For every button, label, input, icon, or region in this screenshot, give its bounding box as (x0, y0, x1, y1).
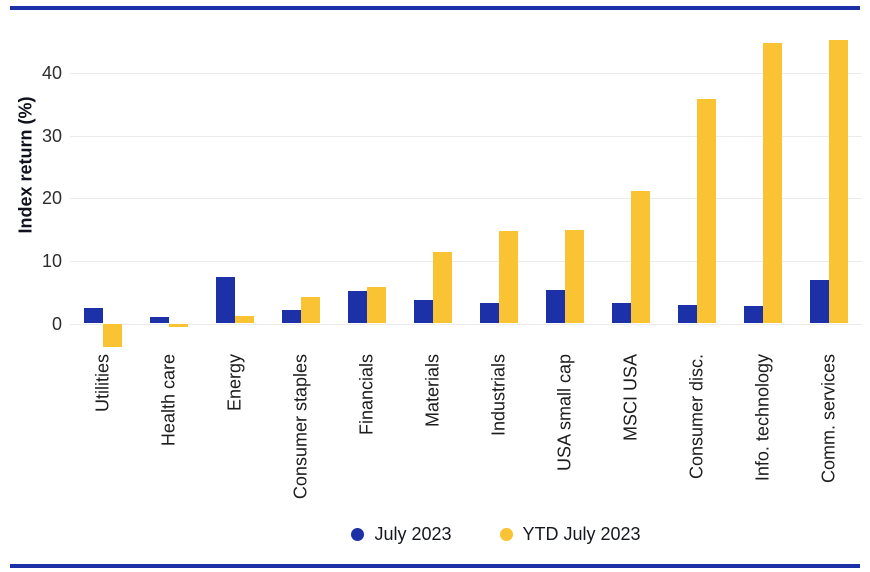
bar-ytd-july-2023-msci-usa (631, 190, 650, 324)
category-label-text: Comm. services (818, 354, 839, 484)
y-tick-label-10: 10 (41, 250, 62, 271)
gridline-20 (70, 198, 862, 200)
legend-label: YTD July 2023 (522, 523, 641, 544)
bar-july-2023-consumer-staples (282, 310, 301, 324)
bar-july-2023-consumer-disc- (678, 304, 697, 324)
gridline-10 (70, 260, 862, 262)
bar-july-2023-financials (348, 290, 367, 324)
legend-swatch-icon (499, 527, 513, 541)
y-tick-label-20: 20 (41, 188, 62, 209)
category-label-text: USA small cap (554, 354, 575, 472)
y-tick-label-30: 30 (41, 125, 62, 146)
y-tick-label-0: 0 (51, 313, 62, 334)
category-label-text: Consumer staples (290, 354, 311, 500)
gridline-40 (70, 73, 862, 75)
bar-july-2023-energy (216, 277, 235, 324)
bar-july-2023-comm-services (810, 280, 829, 324)
bar-july-2023-materials (414, 300, 433, 324)
bar-ytd-july-2023-energy (235, 315, 254, 324)
category-label-text: Industrials (488, 354, 509, 437)
bar-ytd-july-2023-health-care (169, 323, 188, 327)
category-label-text: Energy (224, 354, 245, 412)
legend-label: July 2023 (374, 523, 452, 544)
category-label-text: Utilities (92, 354, 113, 413)
legend: July 2023 YTD July 2023 (100, 522, 870, 546)
bar-ytd-july-2023-consumer-staples (301, 296, 320, 324)
category-label-text: Consumer disc. (686, 354, 707, 480)
bottom-border-rule (10, 564, 860, 568)
category-label-text: Materials (422, 354, 443, 428)
category-label-text: MSCI USA (620, 354, 641, 442)
top-border-rule (10, 6, 860, 10)
legend-item-july-2023: July 2023 (351, 523, 452, 545)
bar-ytd-july-2023-financials (367, 287, 386, 324)
bar-ytd-july-2023-info-technology (763, 43, 782, 324)
bar-ytd-july-2023-utilities (103, 323, 122, 347)
gridline-0 (70, 323, 862, 325)
bar-ytd-july-2023-industrials (499, 230, 518, 324)
bar-ytd-july-2023-usa-small-cap (565, 229, 584, 324)
bar-july-2023-usa-small-cap (546, 290, 565, 324)
category-label-text: Financials (356, 354, 377, 436)
bar-july-2023-info-technology (744, 305, 763, 324)
bar-ytd-july-2023-comm-services (829, 39, 848, 324)
gridline-30 (70, 135, 862, 137)
legend-swatch-icon (351, 527, 365, 541)
bar-july-2023-msci-usa (612, 302, 631, 324)
category-label-text: Health care (158, 354, 179, 447)
legend-item-ytd-july-2023: YTD July 2023 (499, 523, 641, 545)
plot-area (70, 35, 862, 350)
bar-july-2023-health-care (150, 317, 169, 324)
y-axis-title: Index return (%) (15, 96, 36, 234)
y-tick-label-40: 40 (41, 63, 62, 84)
bar-july-2023-utilities (84, 308, 103, 324)
bar-july-2023-industrials (480, 303, 499, 324)
bar-ytd-july-2023-consumer-disc- (697, 99, 716, 324)
bar-ytd-july-2023-materials (433, 251, 452, 324)
category-label-text: Info. technology (752, 354, 773, 482)
